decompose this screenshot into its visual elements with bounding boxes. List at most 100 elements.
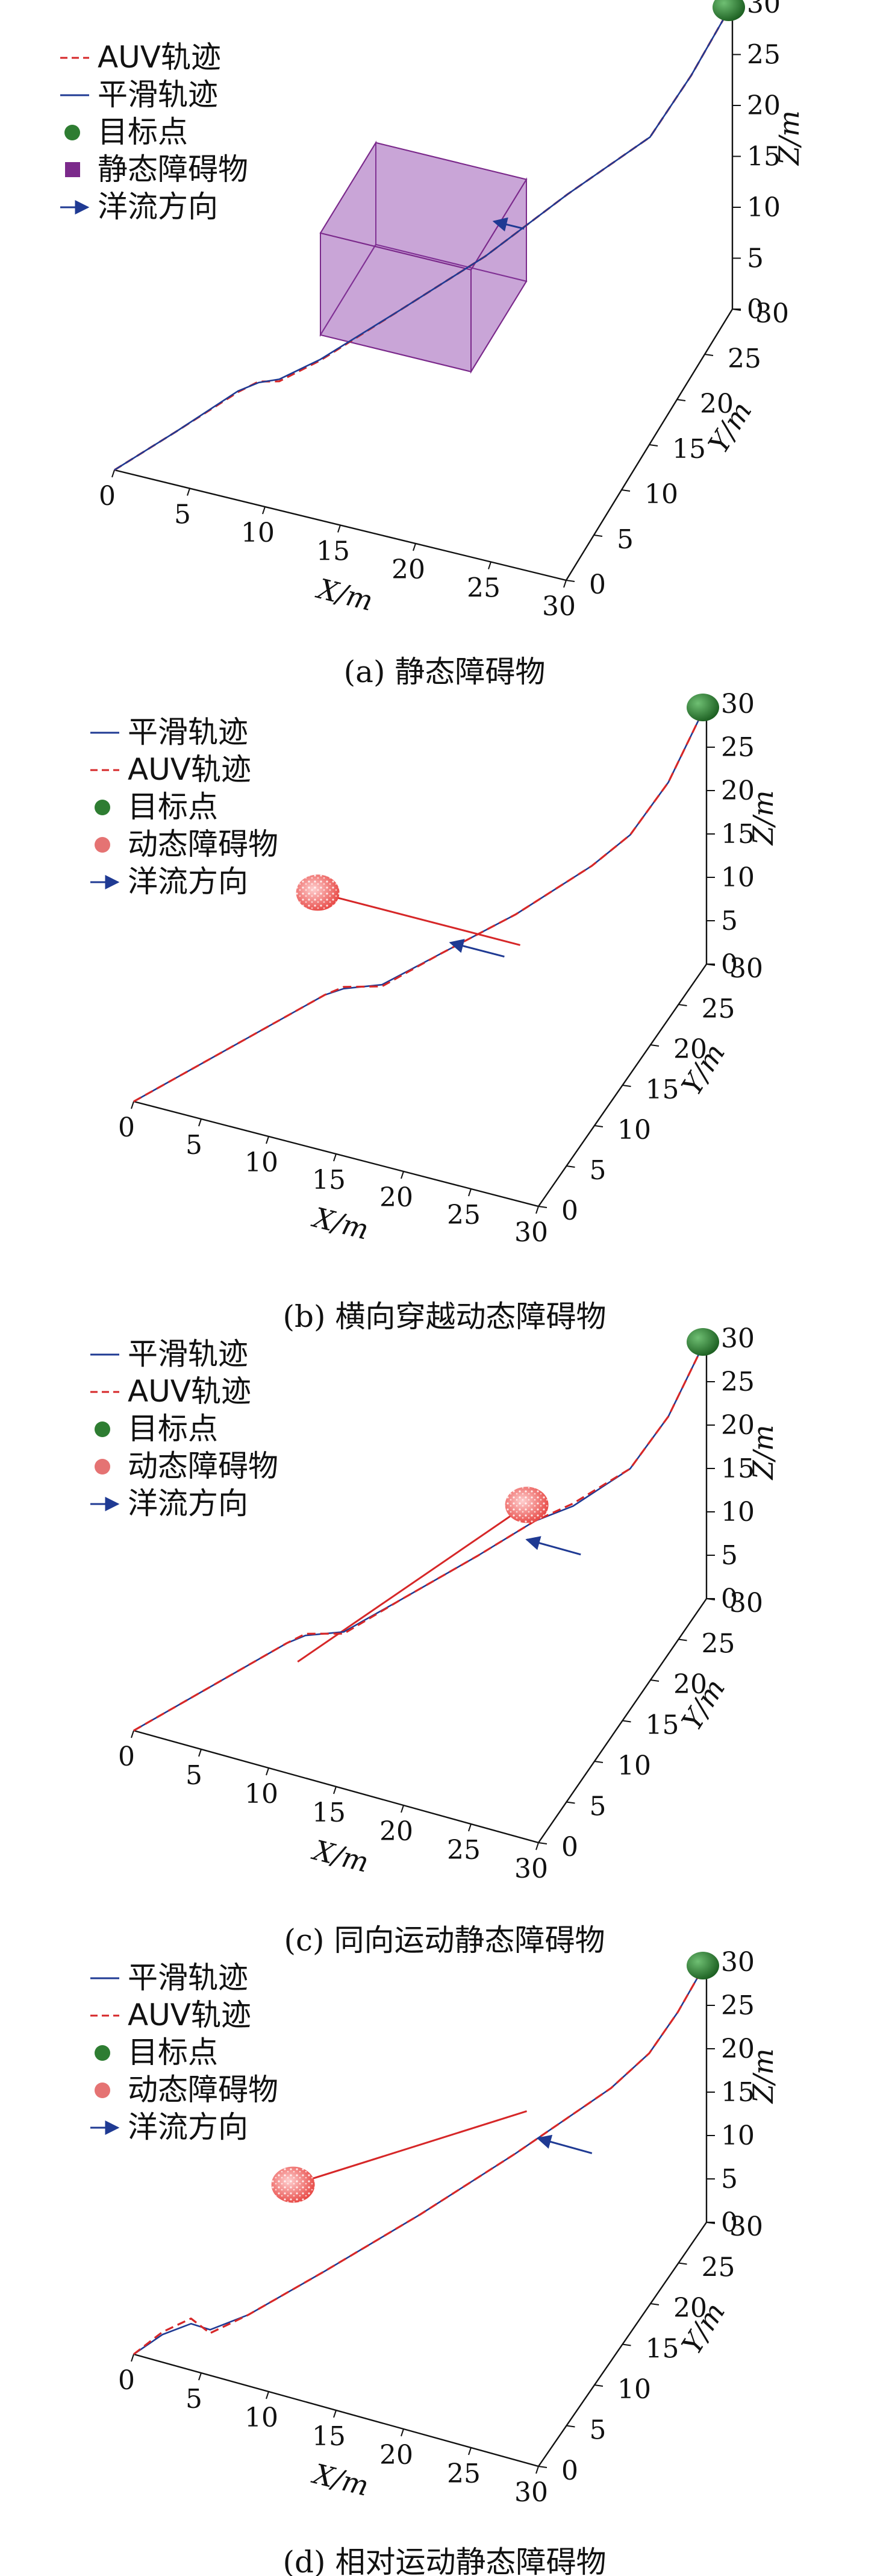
z-tick-label: 25 (721, 1367, 755, 1397)
x-tick-label: 0 (118, 1741, 135, 1772)
x-tick-mark (468, 1188, 472, 1197)
z-axis-label: Z/m (747, 2048, 779, 2104)
z-tick-label: 5 (721, 2164, 738, 2195)
y-tick-label: 15 (646, 2334, 679, 2364)
legend-label: AUV轨迹 (128, 1374, 251, 1409)
legend-item: 洋流方向 (60, 189, 218, 224)
legend-label: 平滑轨迹 (128, 1960, 248, 1995)
legend-item: 目标点 (95, 1411, 218, 1446)
y-tick-mark (650, 1679, 660, 1682)
x-tick-label: 30 (514, 2477, 548, 2508)
x-tick-mark (266, 2391, 269, 2399)
y-tick-label: 5 (590, 1791, 607, 1822)
x-tick-label: 5 (174, 500, 191, 530)
x-tick-label: 5 (186, 1760, 202, 1791)
y-tick-mark (650, 2303, 660, 2305)
legend-label: 洋流方向 (128, 2110, 248, 2145)
z-tick-label: 30 (747, 0, 781, 19)
z-tick-label: 20 (721, 1410, 755, 1441)
x-tick-mark (337, 525, 341, 533)
y-tick-mark (538, 1206, 547, 1208)
y-tick-label: 25 (728, 343, 761, 374)
y-tick-label: 10 (617, 1750, 651, 1781)
x-tick-mark (266, 1136, 269, 1144)
y-tick-label: 15 (646, 1710, 679, 1741)
y-tick-label: 10 (644, 479, 678, 510)
x-tick-label: 30 (514, 1217, 548, 1248)
legend-label: 目标点 (128, 789, 218, 824)
legend-item: AUV轨迹 (90, 1998, 251, 2032)
legend-label: AUV轨迹 (128, 1998, 251, 2032)
y-tick-mark (566, 2425, 575, 2428)
z-tick-label: 0 (721, 2207, 738, 2238)
z-tick-label: 5 (747, 243, 764, 274)
current-direction-arrow (449, 939, 505, 958)
x-tick-mark (187, 488, 190, 496)
legend-item: 动态障碍物 (95, 827, 278, 862)
x-tick-label: 25 (447, 1200, 481, 1230)
y-tick-label: 30 (729, 2211, 763, 2242)
x-tick-label: 0 (99, 481, 116, 512)
z-tick-label: 0 (747, 294, 764, 325)
y-tick-label: 5 (617, 524, 634, 555)
legend-label: AUV轨迹 (128, 752, 251, 787)
z-tick-label: 10 (721, 1497, 755, 1528)
z-tick-label: 30 (721, 689, 755, 719)
x-tick-label: 25 (447, 2458, 481, 2489)
legend-item: 平滑轨迹 (90, 715, 248, 750)
x-tick-label: 30 (514, 1854, 548, 1884)
x-tick-mark (488, 562, 491, 569)
z-tick-label: 25 (721, 1990, 755, 2021)
panel-caption: (d) 相对运动静态障碍物 (283, 2545, 607, 2576)
x-tick-label: 20 (379, 1816, 413, 1847)
z-axis-label: Z/m (747, 1424, 779, 1481)
z-tick-label: 0 (721, 1584, 738, 1614)
z-tick-label: 15 (721, 819, 755, 850)
y-tick-mark (678, 1638, 687, 1641)
y-tick-label: 25 (702, 2252, 735, 2283)
y-tick-label: 0 (561, 1832, 578, 1863)
x-tick-mark (198, 1118, 202, 1127)
z-tick-label: 30 (721, 1323, 755, 1354)
z-tick-label: 10 (721, 2120, 755, 2151)
y-tick-label: 25 (702, 1629, 735, 1659)
x-tick-label: 30 (542, 591, 576, 622)
y-tick-mark (621, 489, 631, 492)
legend-item: 目标点 (95, 2035, 218, 2070)
x-axis-label: X/m (308, 2457, 372, 2502)
y-tick-mark (650, 1044, 660, 1047)
y-tick-mark (622, 2343, 631, 2346)
y-tick-mark (676, 399, 686, 401)
target-point-sphere (687, 1952, 719, 1979)
x-tick-mark (468, 2447, 472, 2455)
legend-item: AUV轨迹 (60, 40, 221, 75)
y-tick-label: 15 (646, 1074, 679, 1105)
panel-caption: (b) 横向穿越动态障碍物 (283, 1299, 607, 1334)
x-tick-mark (401, 1805, 404, 1813)
x-tick-mark (262, 506, 266, 515)
legend-item: 洋流方向 (90, 864, 248, 899)
x-tick-mark (131, 1730, 134, 1738)
x-tick-mark (535, 1206, 539, 1214)
x-tick-mark (535, 1842, 539, 1851)
legend-label: 静态障碍物 (98, 152, 248, 187)
legend-label: 目标点 (128, 2035, 218, 2070)
x-tick-label: 0 (118, 2365, 135, 2396)
legend-label: 动态障碍物 (128, 827, 278, 862)
y-tick-mark (678, 2262, 687, 2265)
y-tick-label: 5 (590, 2415, 607, 2446)
z-tick-label: 20 (747, 90, 781, 121)
legend-label: 动态障碍物 (128, 2072, 278, 2107)
dynamic-obstacle-path (317, 891, 520, 946)
legend-label: 洋流方向 (128, 1486, 248, 1521)
x-tick-label: 15 (312, 1797, 346, 1828)
x-tick-mark (333, 1153, 337, 1162)
legend-square-swatch (65, 162, 80, 177)
x-tick-mark (198, 2372, 202, 2381)
x-tick-label: 10 (245, 1147, 278, 1178)
z-tick-label: 15 (721, 1453, 755, 1484)
y-tick-label: 10 (617, 2374, 651, 2405)
x-axis-label: X/m (313, 572, 376, 617)
